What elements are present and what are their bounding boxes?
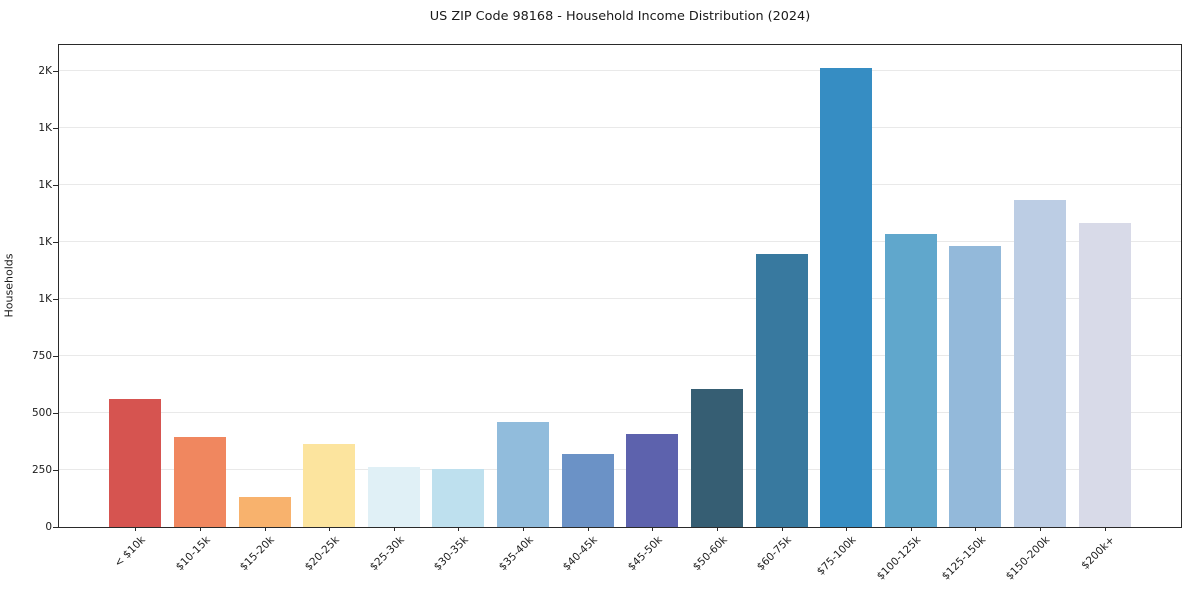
y-axis-label: Households	[2, 253, 16, 318]
bar-$10-15k	[173, 437, 226, 527]
ytick-mark-1500	[53, 185, 58, 187]
xtick-mark-$35-40k	[523, 527, 525, 531]
gridline-250	[59, 469, 1181, 471]
xtick-mark-$150-200k	[1040, 527, 1042, 531]
xtick-mark-$15-20k	[264, 527, 266, 531]
bar-$35-40k	[497, 422, 550, 527]
xtick-mark-$100-125k	[910, 527, 912, 531]
bar-$40-45k	[561, 454, 614, 527]
ytick-label-1250: 1K	[38, 236, 52, 249]
ytick-mark-1000	[53, 299, 58, 301]
gridline-750	[59, 355, 1181, 357]
xtick-mark-$125-150k	[975, 527, 977, 531]
xtick-label-$100-125k: $100-125k	[874, 534, 924, 583]
bar-$75-100k	[820, 68, 873, 527]
xtick-label-$40-45k: $40-45k	[561, 534, 601, 574]
xtick-label-$35-40k: $35-40k	[496, 534, 536, 574]
ytick-mark-1750	[53, 128, 58, 130]
bar-$125-150k	[949, 246, 1002, 527]
xtick-mark-$30-35k	[458, 527, 460, 531]
chart-title: US ZIP Code 98168 - Household Income Dis…	[429, 9, 811, 24]
xtick-label-< $10k: < $10k	[112, 534, 148, 570]
bar-$100-125k	[884, 234, 937, 527]
bar-$25-30k	[367, 467, 420, 527]
ytick-mark-0	[53, 527, 58, 528]
xtick-label-$50-60k: $50-60k	[690, 534, 730, 574]
bar-$50-60k	[690, 389, 743, 527]
bar-$45-50k	[626, 434, 679, 527]
bar-$15-20k	[238, 497, 291, 527]
xtick-mark-$10-15k	[199, 527, 201, 531]
bar-$20-25k	[303, 444, 356, 527]
xtick-label-$15-20k: $15-20k	[237, 534, 278, 574]
xtick-label-$125-150k: $125-150k	[939, 534, 988, 583]
gridline-1500	[59, 184, 1181, 186]
xtick-mark-< $10k	[135, 527, 137, 531]
ytick-label-500: 500	[31, 407, 52, 420]
xtick-label-$10-15k: $10-15k	[173, 534, 213, 574]
ytick-mark-2000	[53, 71, 58, 73]
xtick-label-$25-30k: $25-30k	[367, 534, 407, 574]
ytick-label-1500: 1K	[38, 179, 52, 192]
xtick-label-$200k+: $200k+	[1079, 534, 1118, 572]
gridline-2000	[59, 70, 1181, 72]
xtick-label-$150-200k: $150-200k	[1004, 534, 1053, 583]
ytick-label-250: 250	[31, 464, 52, 477]
ytick-mark-750	[53, 356, 58, 358]
xtick-mark-$75-100k	[846, 527, 848, 531]
gridline-1000	[59, 298, 1181, 300]
gridline-1250	[59, 241, 1181, 243]
xtick-label-$20-25k: $20-25k	[302, 534, 342, 574]
xtick-label-$30-35k: $30-35k	[431, 534, 471, 574]
ytick-label-2000: 2K	[38, 65, 52, 78]
bar-$60-75k	[755, 254, 808, 527]
bar-$200k+	[1078, 223, 1131, 527]
xtick-mark-$25-30k	[393, 527, 395, 531]
ytick-mark-250	[53, 470, 58, 472]
ytick-label-0: 0	[45, 521, 52, 533]
ytick-label-750: 750	[31, 350, 52, 363]
gridline-1750	[59, 127, 1181, 129]
bar-$150-200k	[1014, 200, 1067, 527]
xtick-label-$45-50k: $45-50k	[625, 534, 665, 574]
bar-< $10k	[109, 399, 162, 527]
xtick-mark-$60-75k	[781, 527, 783, 531]
ytick-label-1750: 1K	[38, 122, 52, 135]
bar-$30-35k	[432, 469, 485, 527]
xtick-mark-$50-60k	[716, 527, 718, 531]
xtick-mark-$20-25k	[329, 527, 331, 531]
ytick-mark-500	[53, 413, 58, 415]
ytick-label-1000: 1K	[38, 293, 52, 306]
xtick-mark-$200k+	[1104, 527, 1106, 531]
plot-area	[58, 44, 1182, 528]
gridline-500	[59, 412, 1181, 414]
xtick-label-$60-75k: $60-75k	[754, 534, 795, 574]
ytick-mark-1250	[53, 242, 58, 244]
xtick-label-$75-100k: $75-100k	[814, 534, 859, 578]
xtick-mark-$40-45k	[587, 527, 589, 531]
xtick-mark-$45-50k	[652, 527, 654, 531]
